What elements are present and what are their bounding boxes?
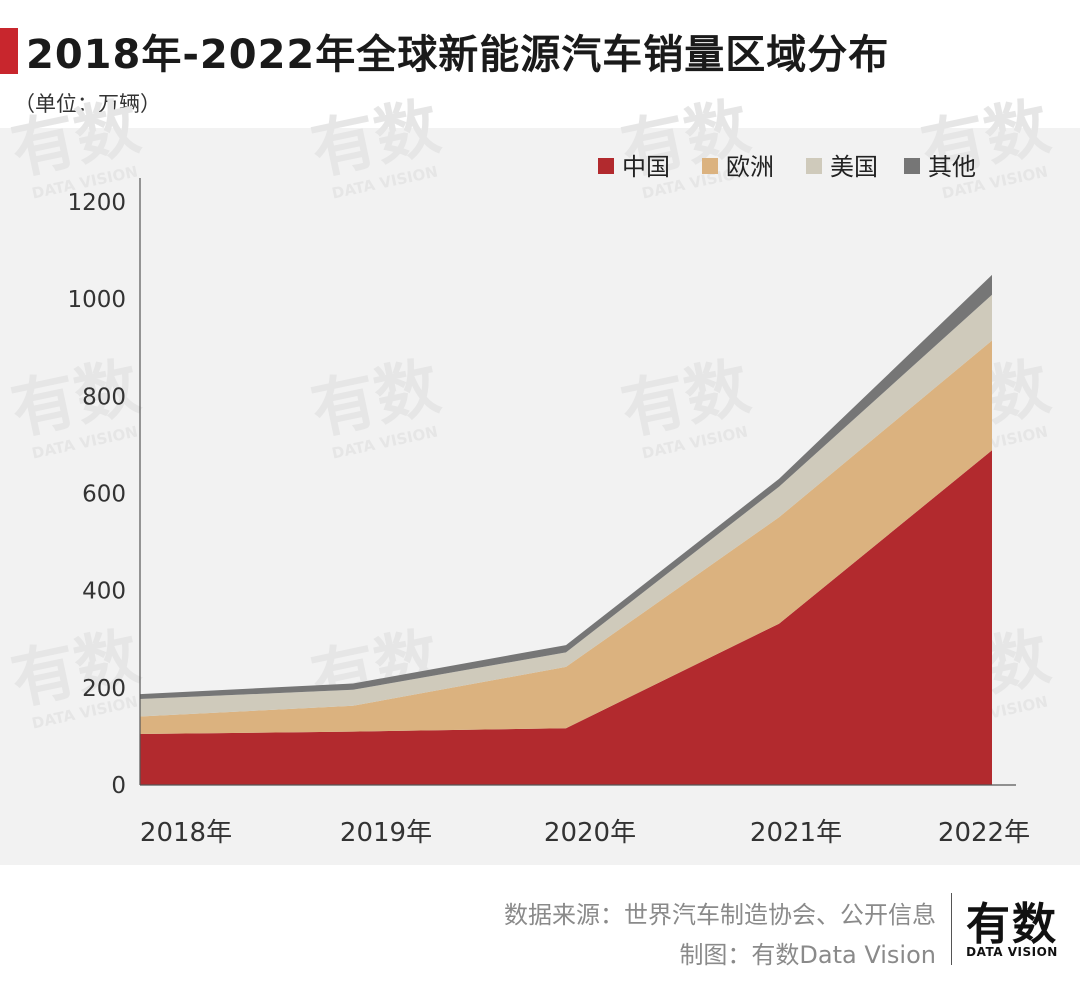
x-tick-label: 2018年 (140, 818, 232, 848)
x-tick-label: 2020年 (544, 818, 636, 848)
legend-swatch-美国 (806, 158, 822, 174)
legend-label: 其他 (928, 153, 976, 181)
x-tick-label: 2022年 (938, 818, 1030, 848)
brand-logo-subtitle: DATA VISION (966, 945, 1058, 959)
y-tick-label: 400 (82, 579, 126, 605)
y-tick-label: 800 (82, 384, 126, 410)
y-tick-label: 600 (82, 482, 126, 508)
area-series-中国 (140, 450, 992, 785)
credit-line: 制图：有数Data Vision (679, 941, 936, 969)
legend-label: 美国 (830, 153, 878, 181)
legend-label: 欧洲 (726, 153, 774, 181)
x-tick-label: 2019年 (340, 818, 432, 848)
footer-divider (951, 893, 952, 965)
y-tick-label: 1000 (67, 287, 126, 313)
page-title: 2018年-2022年全球新能源汽车销量区域分布 (26, 32, 890, 78)
legend-swatch-欧洲 (702, 158, 718, 174)
y-tick-label: 200 (82, 676, 126, 702)
footer (0, 865, 1080, 987)
title-accent-bar (0, 28, 18, 74)
source-line: 数据来源：世界汽车制造协会、公开信息 (504, 901, 936, 929)
legend-swatch-中国 (598, 158, 614, 174)
source-text: 数据来源：世界汽车制造协会、公开信息 制图：有数Data Vision (504, 895, 936, 975)
brand-logo: 有数 (966, 899, 1058, 950)
legend-swatch-其他 (904, 158, 920, 174)
unit-label: （单位：万辆） (14, 92, 161, 116)
area-series-欧洲 (140, 340, 992, 734)
x-tick-label: 2021年 (750, 818, 842, 848)
y-tick-label: 1200 (67, 190, 126, 216)
y-tick-label: 0 (111, 773, 126, 799)
legend-label: 中国 (622, 153, 670, 181)
